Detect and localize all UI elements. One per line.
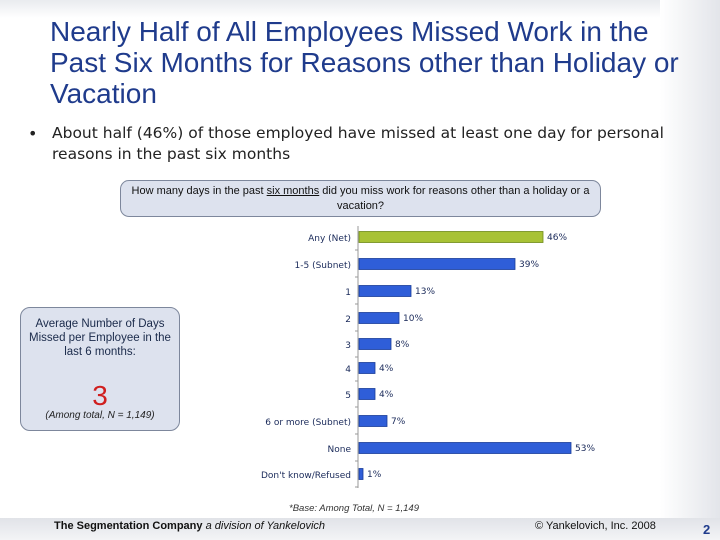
value-label-2: 13%	[415, 287, 435, 297]
bar-2	[358, 285, 412, 297]
question-text-underlined: six months	[266, 185, 320, 197]
company-division: a division of Yankelovich	[202, 520, 326, 532]
value-label-8: 53%	[575, 444, 595, 454]
slide-title: Nearly Half of All Employees Missed Work…	[50, 16, 679, 109]
value-label-1: 39%	[519, 260, 539, 270]
category-label-1: 1-5 (Subnet)	[295, 261, 351, 271]
question-text-end: did you miss work for reasons other than…	[319, 185, 590, 212]
question-box: How many days in the past six months did…	[120, 180, 601, 217]
category-label-2: 1	[345, 288, 351, 298]
bar-6	[358, 388, 376, 400]
company-name: The Segmentation Company	[54, 520, 203, 532]
bar-0	[358, 231, 544, 243]
bullet-text: About half (46%) of those employed have …	[52, 124, 664, 163]
value-label-5: 4%	[379, 364, 394, 374]
footer-bar	[0, 518, 720, 540]
value-label-0: 46%	[547, 233, 567, 243]
bar-9	[358, 468, 364, 480]
average-days-note: (Among total, N = 1,149)	[45, 410, 155, 421]
bar-4	[358, 338, 392, 350]
value-label-6: 4%	[379, 390, 394, 400]
average-days-box: Average Number of Days Missed per Employ…	[20, 307, 180, 431]
average-days-value: 3	[92, 380, 108, 411]
page-number: 2	[703, 522, 711, 537]
bar-5	[358, 362, 376, 374]
category-label-4: 3	[345, 341, 351, 351]
value-label-3: 10%	[403, 314, 423, 324]
footer-copyright: © Yankelovich, Inc. 2008	[535, 520, 656, 532]
category-label-3: 2	[345, 315, 351, 325]
category-label-0: Any (Net)	[308, 234, 351, 244]
question-text-start: How many days in the past	[131, 185, 267, 197]
top-band	[0, 0, 720, 18]
right-gradient	[660, 0, 720, 540]
bullet-marker: •	[28, 124, 38, 143]
bar-7	[358, 415, 388, 427]
value-label-7: 7%	[391, 417, 406, 427]
bar-8	[358, 442, 572, 454]
base-note: *Base: Among Total, N = 1,149	[289, 503, 420, 514]
average-days-label: Average Number of Days Missed per Employ…	[29, 318, 171, 358]
value-label-9: 1%	[367, 470, 382, 480]
value-label-4: 8%	[395, 340, 410, 350]
bar-3	[358, 312, 400, 324]
category-label-8: None	[328, 445, 352, 455]
category-label-9: Don't know/Refused	[261, 471, 351, 481]
bar-1	[358, 258, 516, 270]
category-label-5: 4	[345, 365, 351, 375]
category-label-7: 6 or more (Subnet)	[265, 418, 351, 428]
footer-company: The Segmentation Company a division of Y…	[54, 520, 325, 532]
category-label-6: 5	[345, 391, 351, 401]
